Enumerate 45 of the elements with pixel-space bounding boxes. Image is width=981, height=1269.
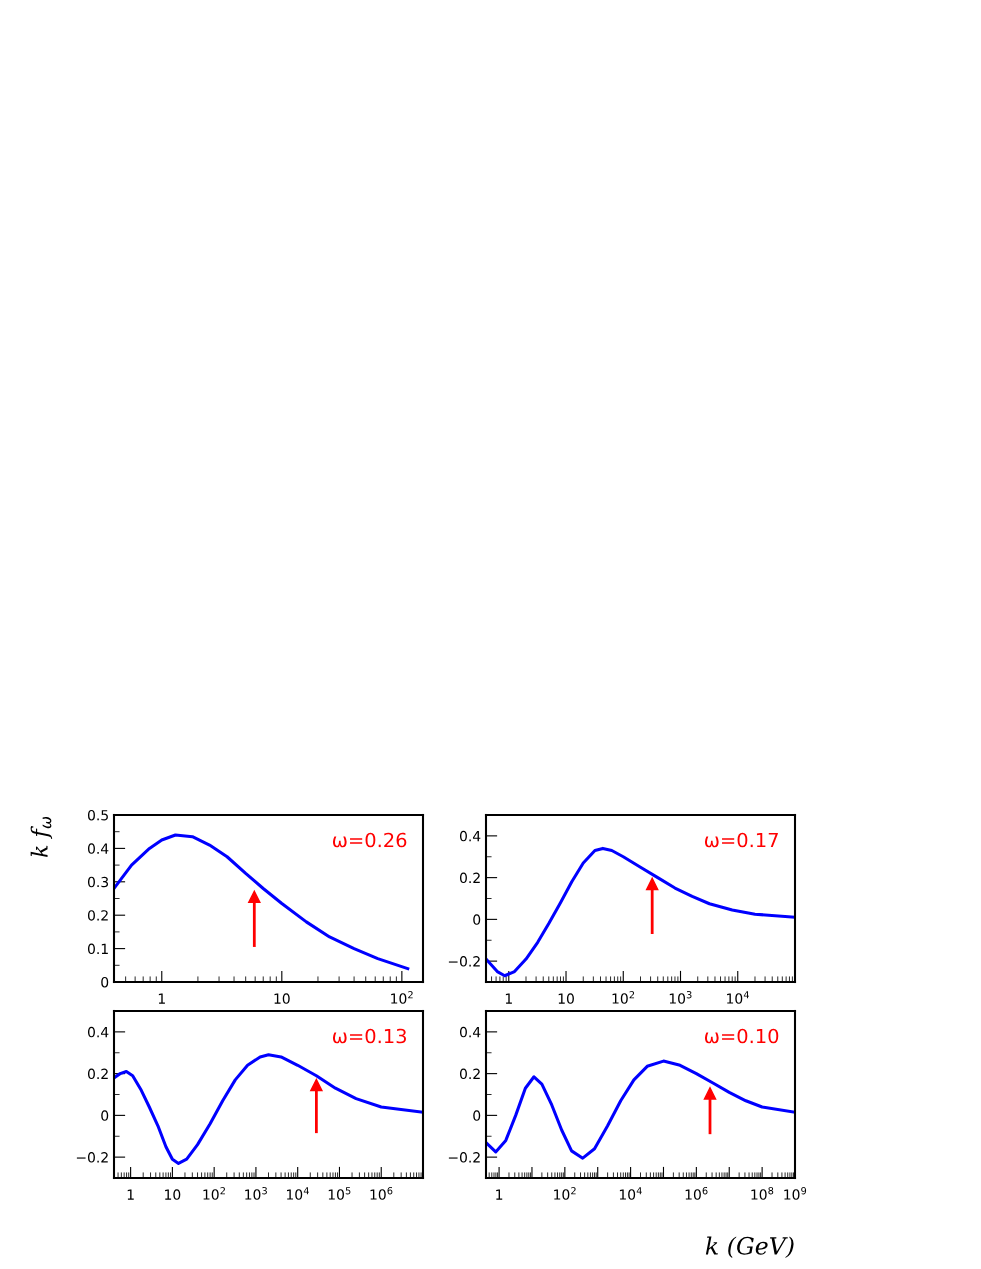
x-tick-label: 10$^{8}$: [751, 1187, 774, 1200]
y-tick-label: 0.5: [87, 809, 108, 821]
y-tick-label: 0: [101, 976, 109, 988]
x-tick-label: 10: [558, 993, 574, 1004]
x-tick-label: 10$^{9}$: [784, 1187, 807, 1200]
x-tick-label: 10$^{5}$: [328, 1187, 351, 1200]
x-tick-label: 10$^{3}$: [669, 991, 692, 1004]
x-tick-label: 10$^{2}$: [612, 991, 635, 1004]
x-tick-label: 1: [127, 1189, 134, 1200]
y-tick-label: 0.2: [459, 1068, 480, 1080]
y-tick-label: −0.2: [76, 1152, 108, 1163]
x-tick-label: 10: [274, 993, 290, 1004]
annotation: ω=0.26: [332, 832, 407, 848]
x-tick-label: 10: [165, 1189, 181, 1200]
annotation: ω=0.17: [704, 832, 778, 848]
x-tick-label: 10$^{2}$: [203, 1187, 225, 1200]
x-axis-title: k (GeV): [705, 1236, 794, 1259]
x-tick-label: 10$^{6}$: [370, 1187, 393, 1200]
x-tick-label: 10$^{3}$: [245, 1187, 267, 1200]
x-tick-label: 10$^{4}$: [727, 991, 749, 1004]
y-tick-label: 0.1: [87, 943, 108, 955]
x-tick-label: 1: [158, 993, 165, 1004]
y-tick-label: 0.2: [87, 910, 108, 921]
x-tick-label: 10$^{2}$: [554, 1187, 576, 1200]
y-tick-label: 0.2: [87, 1068, 108, 1080]
y-tick-label: 0.2: [459, 872, 480, 884]
x-tick-label: 10$^{4}$: [619, 1187, 642, 1200]
y-tick-label: 0.4: [87, 843, 109, 854]
x-tick-label: 10$^{6}$: [685, 1187, 708, 1200]
y-axis-title: k f$_{ω}$: [30, 816, 53, 858]
x-tick-label: 10$^{4}$: [287, 1187, 309, 1200]
y-tick-label: 0: [473, 1110, 481, 1121]
y-tick-label: 0: [473, 914, 481, 925]
y-tick-label: 0.4: [87, 1026, 109, 1038]
y-tick-label: 0.4: [459, 1026, 481, 1038]
x-tick-label: 10$^{2}$: [391, 991, 413, 1004]
y-tick-label: 0.4: [459, 830, 481, 842]
y-tick-label: −0.2: [448, 956, 480, 967]
y-tick-label: 0: [101, 1110, 109, 1121]
y-tick-label: 0.3: [87, 876, 109, 888]
x-tick-label: 1: [505, 993, 512, 1004]
annotation: ω=0.13: [332, 1028, 406, 1044]
y-tick-label: −0.2: [448, 1152, 480, 1163]
annotation: ω=0.10: [704, 1028, 779, 1044]
x-tick-label: 1: [496, 1189, 503, 1200]
